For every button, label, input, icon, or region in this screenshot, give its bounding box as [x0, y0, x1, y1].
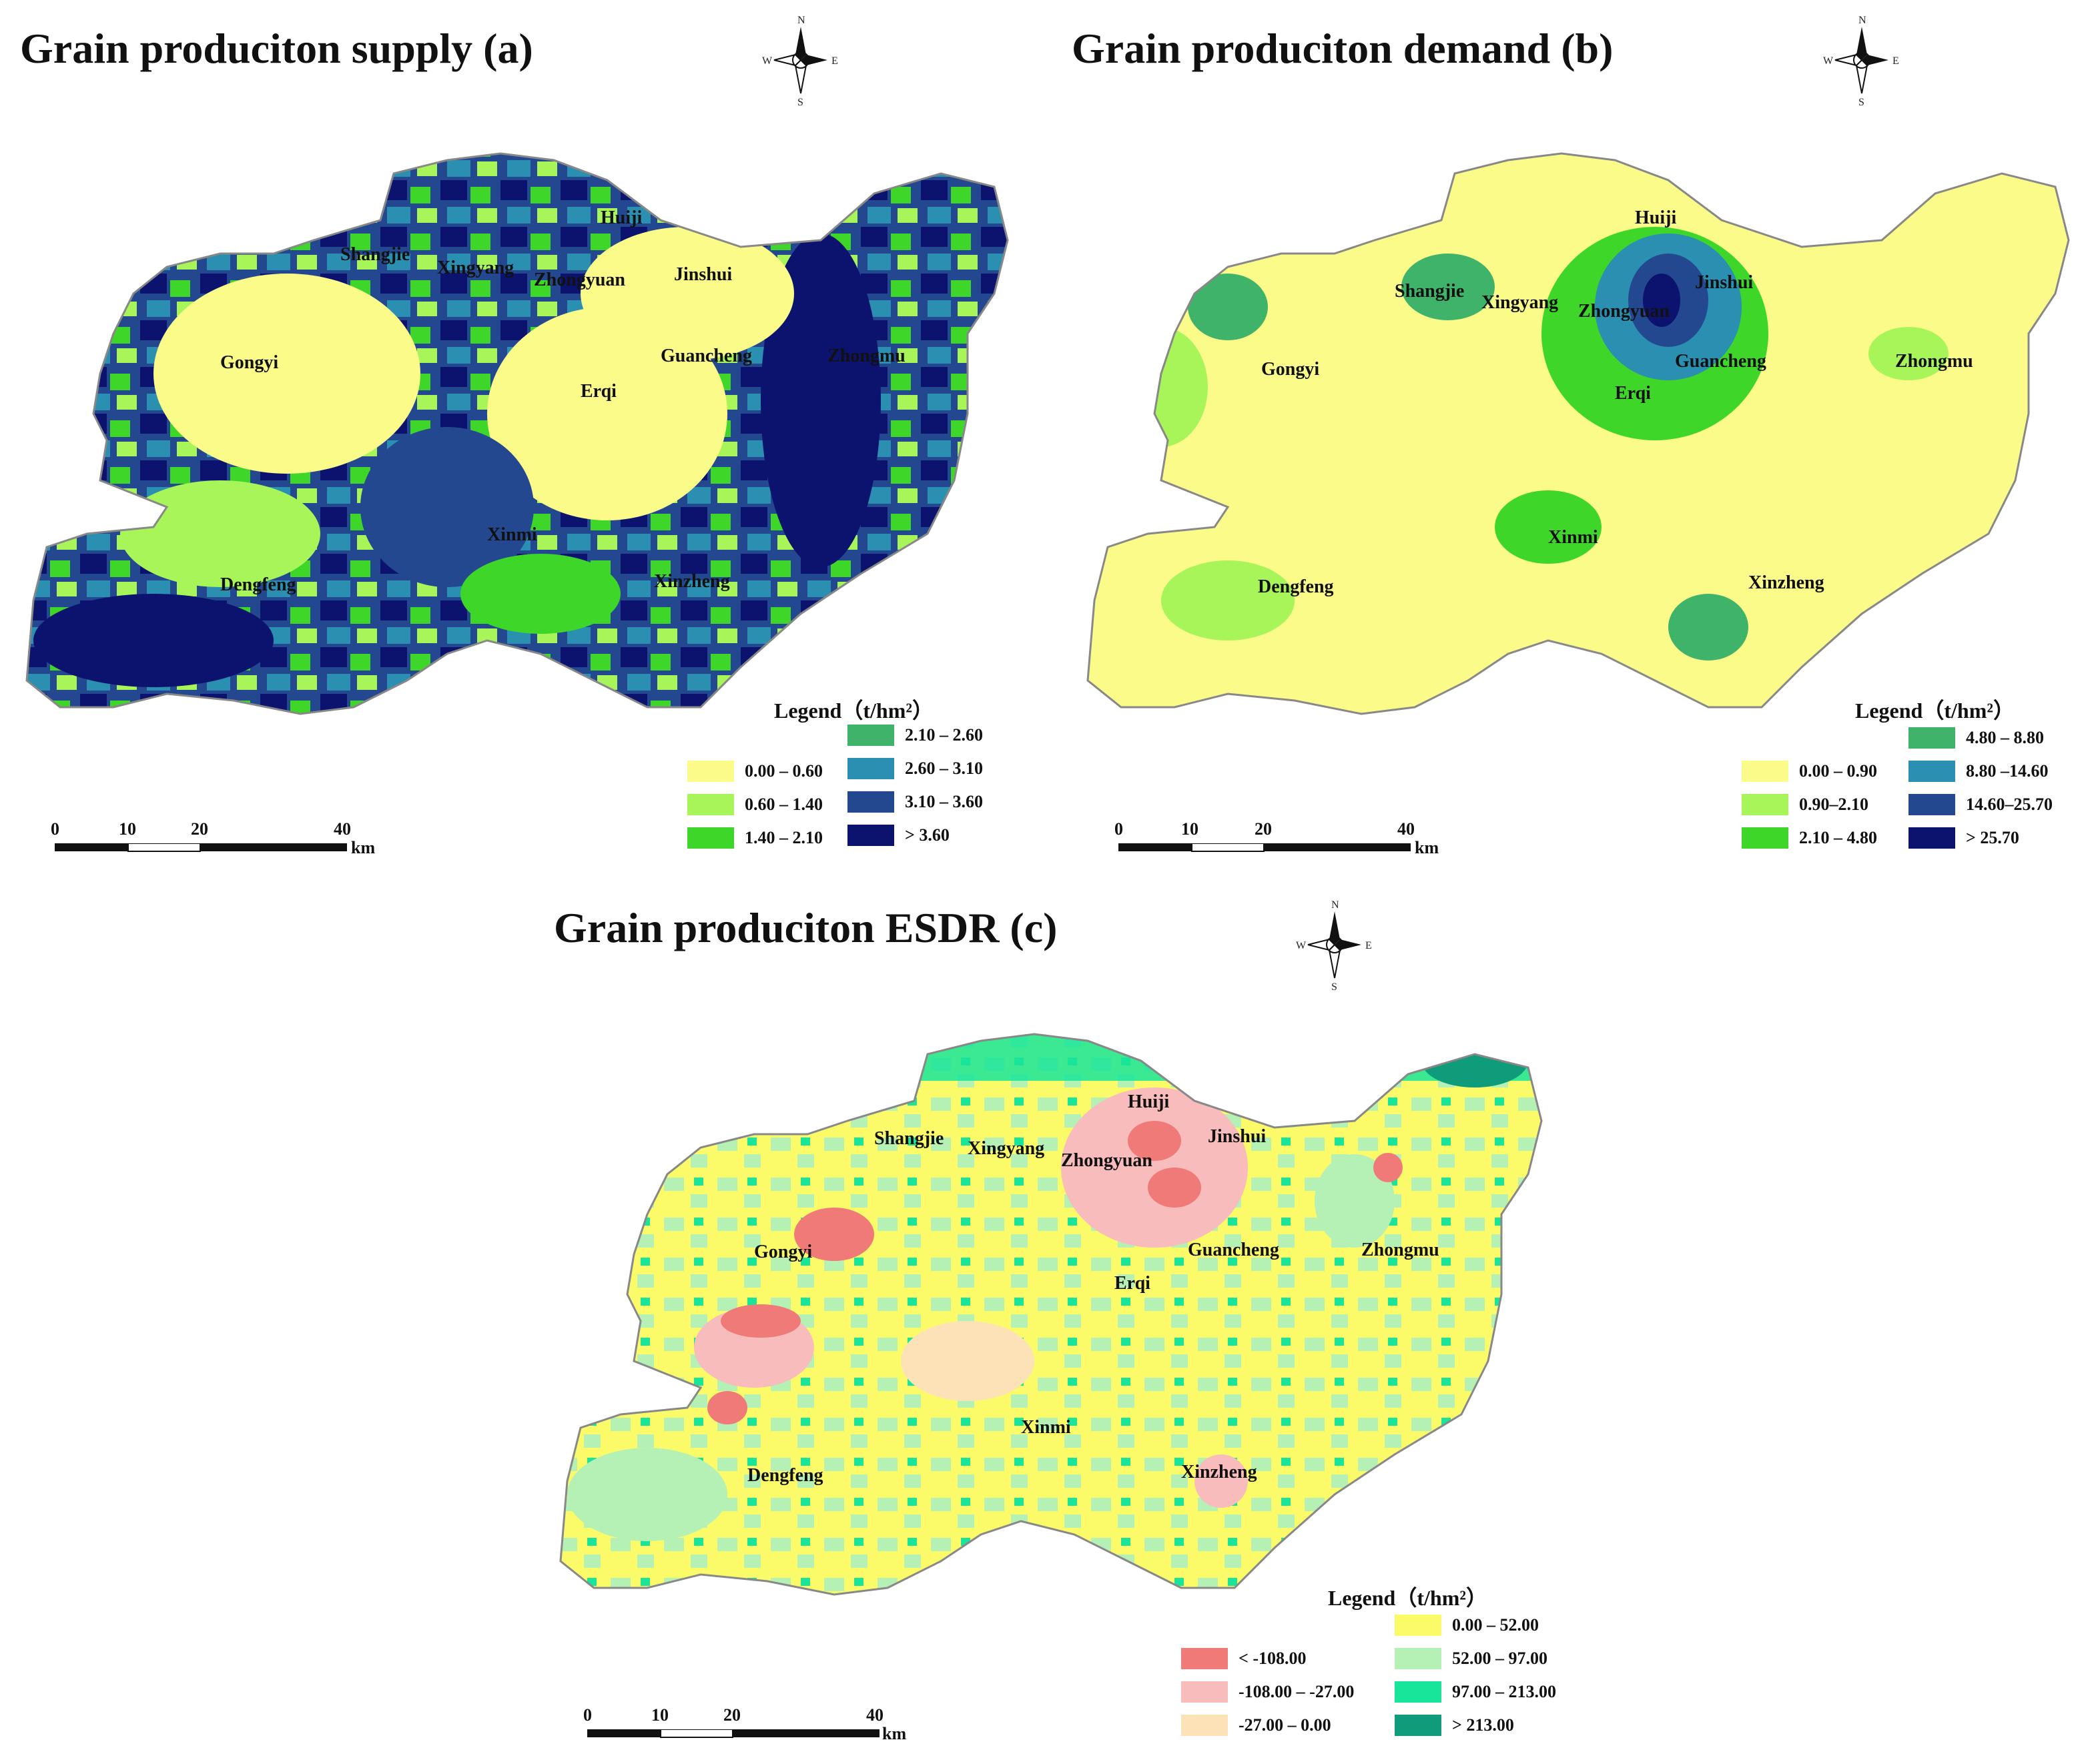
legend-a-item-4: 2.60 – 3.10: [847, 758, 983, 779]
label-guancheng: Guancheng: [661, 346, 752, 366]
compass-n: N: [797, 15, 805, 26]
panel-demand: Grain produciton demand (b) N S W E: [1054, 0, 2098, 867]
svg-text:Guancheng: Guancheng: [1188, 1240, 1279, 1260]
legend-c-item-6: > 213.00: [1395, 1715, 1514, 1736]
svg-text:Zhongmu: Zhongmu: [1895, 351, 1973, 372]
legend-b-item-4: 8.80 –14.60: [1908, 761, 2049, 782]
label-zhongyuan: Zhongyuan: [534, 270, 625, 290]
svg-text:Erqi: Erqi: [1615, 383, 1651, 404]
svg-text:N: N: [1858, 15, 1866, 26]
svg-text:Xingyang: Xingyang: [1481, 292, 1558, 313]
label-dengfeng: Dengfeng: [220, 574, 296, 595]
svg-text:Xinmi: Xinmi: [1548, 527, 1598, 548]
label-xinzheng: Xinzheng: [654, 571, 730, 592]
legend-a-item-1: 0.60 – 1.40: [687, 794, 823, 815]
svg-text:Xinzheng: Xinzheng: [1181, 1462, 1257, 1482]
panel-b-legend-title: Legend（t/hm²）: [1855, 699, 2015, 723]
svg-text:Erqi: Erqi: [1114, 1273, 1150, 1294]
panel-esdr: Grain produciton ESDR (c) N S W E: [554, 899, 1556, 1743]
map-demand: Huiji Shangjie Xingyang Zhongyuan Jinshu…: [1086, 152, 2070, 715]
svg-text:W: W: [1296, 940, 1307, 951]
svg-text:Shangjie: Shangjie: [1395, 281, 1464, 302]
legend-a-item-2: 1.40 – 2.10: [687, 827, 823, 849]
legend-c-item-0: < -108.00: [1181, 1648, 1306, 1669]
map-supply: Huiji Shangjie Xingyang Zhongyuan Jinshu…: [25, 152, 1009, 715]
label-zhongmu: Zhongmu: [827, 346, 906, 366]
legend-c-item-1: -108.00 – -27.00: [1181, 1681, 1354, 1703]
legend-a-item-0: 0.00 – 0.60: [687, 761, 823, 782]
label-shangjie: Shangjie: [340, 244, 410, 265]
svg-text:Xingyang: Xingyang: [968, 1138, 1044, 1159]
label-gongyi: Gongyi: [220, 352, 278, 373]
svg-text:S: S: [1858, 97, 1864, 107]
compass-w: W: [762, 55, 773, 67]
panel-c-title: Grain produciton ESDR (c): [554, 904, 1058, 951]
compass-s: S: [797, 97, 803, 107]
svg-text:Gongyi: Gongyi: [1261, 359, 1319, 380]
panel-a-title: Grain produciton supply (a): [20, 25, 533, 72]
legend-c-item-3: 0.00 – 52.00: [1395, 1615, 1539, 1636]
svg-text:E: E: [1892, 55, 1899, 67]
label-huiji: Huiji: [601, 207, 642, 228]
legend-b-item-1: 0.90–2.10: [1742, 794, 1868, 815]
svg-text:Huiji: Huiji: [1635, 207, 1676, 228]
legend-a-item-5: 3.10 – 3.60: [847, 791, 983, 813]
svg-text:Jinshui: Jinshui: [1208, 1126, 1266, 1147]
label-xinmi: Xinmi: [487, 524, 537, 545]
label-xingyang: Xingyang: [437, 258, 514, 278]
svg-text:Xinmi: Xinmi: [1021, 1417, 1071, 1438]
svg-text:Shangjie: Shangjie: [874, 1128, 944, 1149]
legend-b-item-6: > 25.70: [1908, 827, 2019, 849]
panel-supply: Grain produciton supply (a) N S W E: [0, 0, 1041, 867]
svg-text:Dengfeng: Dengfeng: [1258, 576, 1334, 597]
svg-text:Zhongyuan: Zhongyuan: [1578, 301, 1670, 322]
svg-text:N: N: [1331, 899, 1339, 911]
panel-c-legend-title: Legend（t/hm²）: [1328, 1586, 1487, 1610]
legend-b-item-2: 2.10 – 4.80: [1742, 827, 1877, 849]
panel-b-title: Grain produciton demand (b): [1072, 25, 1614, 72]
label-jinshui: Jinshui: [674, 264, 732, 285]
svg-text:Huiji: Huiji: [1128, 1091, 1169, 1112]
legend-b-item-0: 0.00 – 0.90: [1742, 761, 1877, 782]
svg-text:E: E: [1365, 940, 1372, 951]
svg-text:Gongyi: Gongyi: [754, 1242, 812, 1262]
svg-text:Zhongmu: Zhongmu: [1361, 1240, 1439, 1260]
svg-text:Zhongyuan: Zhongyuan: [1061, 1150, 1152, 1171]
map-esdr: Huiji Shangjie Xingyang Zhongyuan Jinshu…: [559, 1033, 1543, 1596]
legend-b-item-3: 4.80 – 8.80: [1908, 727, 2044, 749]
svg-text:Jinshui: Jinshui: [1695, 272, 1753, 293]
legend-c-item-4: 52.00 – 97.00: [1395, 1648, 1547, 1669]
svg-text:Dengfeng: Dengfeng: [747, 1465, 823, 1486]
legend-a-item-6: > 3.60: [847, 825, 950, 846]
legend-a-item-3: 2.10 – 2.60: [847, 725, 983, 746]
svg-text:W: W: [1823, 55, 1834, 67]
svg-text:Guancheng: Guancheng: [1675, 351, 1766, 372]
legend-c-item-5: 97.00 – 213.00: [1395, 1681, 1556, 1703]
svg-text:S: S: [1331, 981, 1337, 991]
compass-icon: N S W E: [1296, 899, 1372, 991]
panel-a-legend-title: Legend（t/hm²）: [774, 699, 934, 723]
svg-text:Xinzheng: Xinzheng: [1748, 572, 1824, 593]
legend-b-item-5: 14.60–25.70: [1908, 794, 2053, 815]
label-erqi: Erqi: [581, 381, 617, 402]
legend-c-item-2: -27.00 – 0.00: [1181, 1715, 1331, 1736]
compass-icon: N S W E: [762, 15, 838, 107]
compass-e: E: [831, 55, 838, 67]
compass-icon: N S W E: [1823, 15, 1899, 107]
